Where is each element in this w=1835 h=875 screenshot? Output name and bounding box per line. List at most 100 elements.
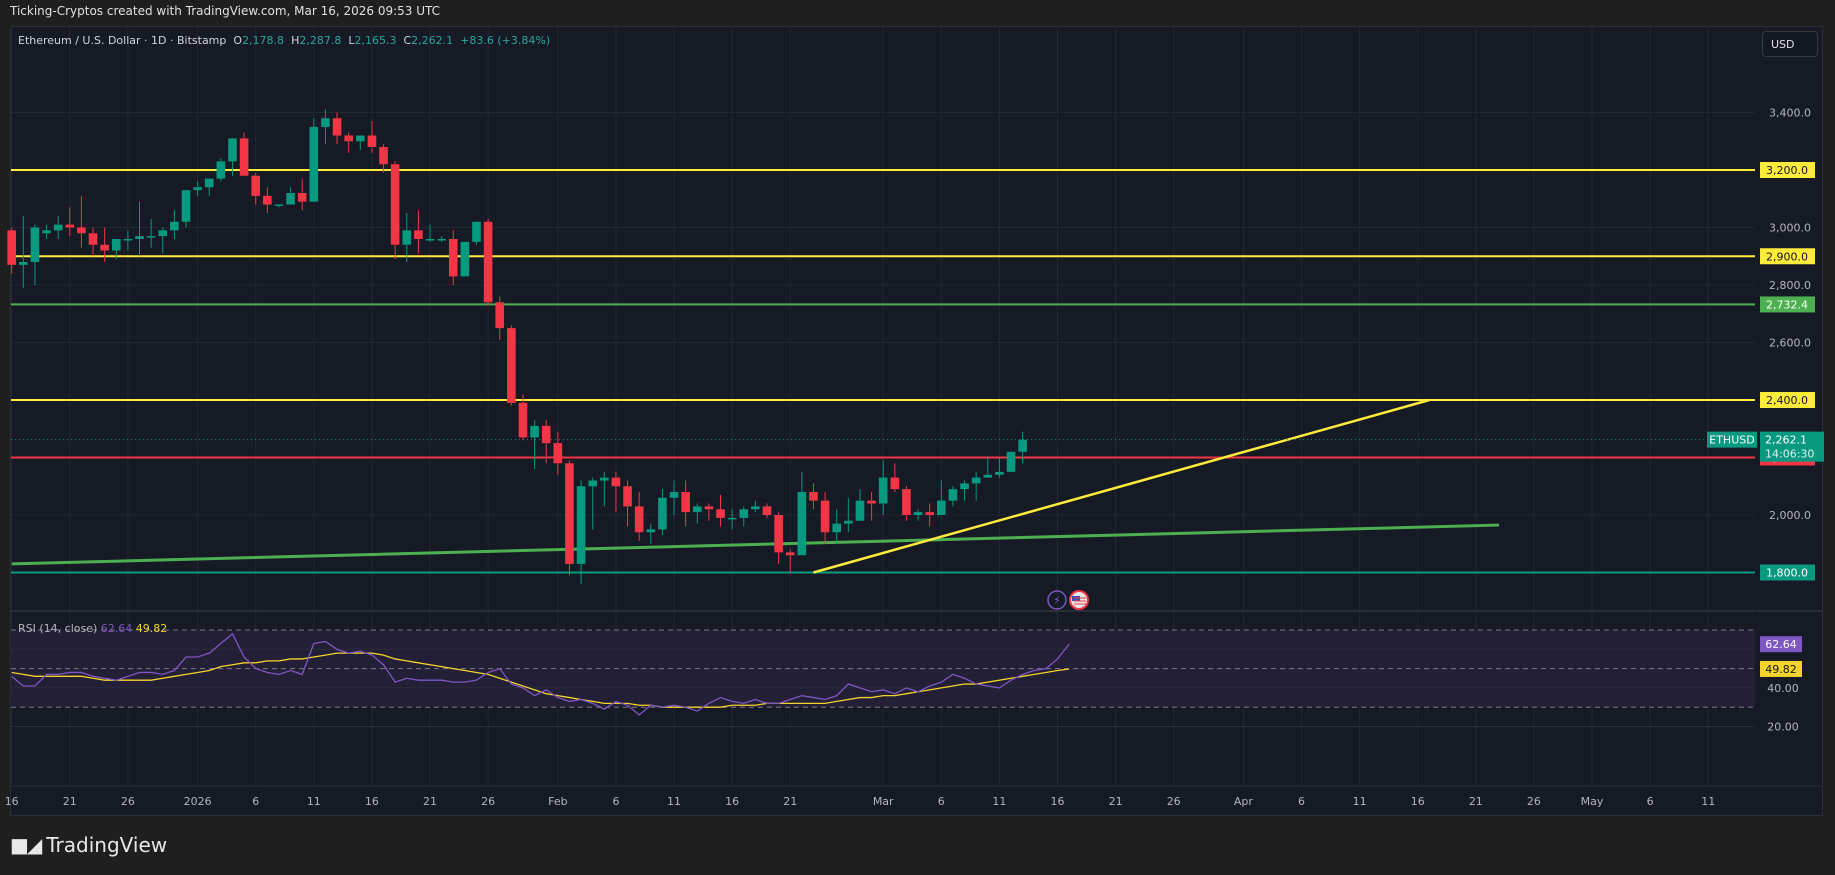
candle-body[interactable] [1006, 451, 1016, 472]
candle-body[interactable] [995, 471, 1004, 475]
candle-body[interactable] [495, 302, 505, 329]
price-label-badge [1760, 248, 1815, 265]
candle-body[interactable] [379, 147, 388, 165]
time-axis-tick: 21 [783, 795, 797, 808]
symbol-title[interactable]: Ethereum / U.S. Dollar · 1D · Bitstamp [18, 34, 227, 47]
candle-body[interactable] [472, 221, 481, 242]
candle-body[interactable] [890, 477, 900, 490]
candle-body[interactable] [321, 118, 330, 127]
candle-body[interactable] [727, 517, 737, 520]
candle-body[interactable] [646, 529, 656, 533]
candle-body[interactable] [820, 500, 830, 533]
candle-body[interactable] [1018, 439, 1027, 452]
candle-body[interactable] [507, 328, 516, 403]
candle-body[interactable] [983, 474, 993, 478]
candle-body[interactable] [530, 425, 539, 438]
candle-body[interactable] [135, 236, 144, 239]
candle-body[interactable] [971, 477, 981, 484]
candle-body[interactable] [669, 492, 679, 498]
candle-body[interactable] [263, 195, 272, 205]
candle-body[interactable] [948, 489, 958, 501]
candle-body[interactable] [111, 239, 121, 251]
candle-body[interactable] [356, 135, 365, 142]
currency-button[interactable]: USD [1762, 31, 1818, 57]
candle-body[interactable] [193, 187, 202, 191]
candle-body[interactable] [53, 224, 63, 231]
candle-body[interactable] [611, 477, 621, 487]
candle-body[interactable] [634, 506, 644, 533]
candle-body[interactable] [797, 492, 807, 556]
candle-body[interactable] [414, 230, 423, 239]
candle-body[interactable] [170, 221, 179, 231]
candle-body[interactable] [716, 509, 725, 518]
candle-body[interactable] [867, 500, 876, 504]
candle-body[interactable] [785, 552, 795, 556]
candle-body[interactable] [565, 463, 574, 564]
candle-body[interactable] [483, 221, 493, 303]
candle-body[interactable] [518, 402, 528, 438]
candle-body[interactable] [692, 506, 702, 513]
candle-body[interactable] [844, 520, 853, 524]
candle-body[interactable] [623, 486, 632, 507]
candle-body[interactable] [774, 515, 783, 553]
candle-body[interactable] [878, 477, 888, 504]
candle-body[interactable] [541, 425, 551, 444]
candle-body[interactable] [600, 477, 609, 481]
candle-body[interactable] [19, 262, 28, 265]
candle-body[interactable] [216, 161, 226, 179]
candle-body[interactable] [553, 443, 563, 464]
candle-body[interactable] [809, 492, 818, 501]
candle-body[interactable] [739, 509, 749, 518]
candle-body[interactable] [925, 512, 934, 515]
candle-body[interactable] [204, 178, 214, 188]
candle-body[interactable] [181, 190, 191, 222]
candle-body[interactable] [960, 483, 969, 490]
candle-body[interactable] [158, 230, 168, 237]
candle-body[interactable] [460, 241, 470, 277]
candle-body[interactable] [902, 489, 911, 515]
candle-body[interactable] [228, 138, 237, 162]
candle-body[interactable] [309, 126, 319, 202]
candle-body[interactable] [30, 227, 40, 263]
candle-body[interactable] [146, 236, 156, 238]
candle-body[interactable] [7, 230, 17, 265]
candle-body[interactable] [588, 480, 597, 487]
candle-body[interactable] [402, 230, 412, 245]
candle-body[interactable] [437, 239, 446, 241]
candle-body[interactable] [658, 497, 667, 530]
candle-body[interactable] [704, 506, 714, 510]
candle-body[interactable] [576, 486, 586, 564]
candle-body[interactable] [425, 239, 435, 241]
candle-body[interactable] [286, 193, 295, 205]
candle-body[interactable] [239, 138, 249, 176]
candle-body[interactable] [42, 230, 51, 234]
candle-body[interactable] [762, 506, 772, 515]
candle-body[interactable] [390, 164, 400, 245]
tradingview-logo[interactable]: ■◢ TradingView [10, 833, 167, 857]
candle-body[interactable] [297, 193, 307, 202]
candle-body[interactable] [344, 135, 353, 142]
candle-body[interactable] [937, 500, 946, 515]
candle-body[interactable] [913, 512, 923, 515]
candle-body[interactable] [77, 227, 86, 234]
candle-body[interactable] [123, 239, 133, 241]
lightning-event-icon[interactable] [1047, 590, 1067, 610]
candle-body[interactable] [251, 175, 261, 196]
candle-body[interactable] [88, 233, 98, 245]
candle-body[interactable] [332, 118, 342, 136]
candle-body[interactable] [100, 244, 109, 251]
candle-body[interactable] [832, 523, 842, 533]
candle-body[interactable] [448, 239, 458, 277]
rsi-line[interactable] [11, 632, 1070, 716]
trendline[interactable] [813, 398, 1430, 574]
candle-body[interactable] [751, 506, 760, 510]
candle-body[interactable] [681, 492, 690, 513]
rsi-title[interactable]: RSI (14, close) [18, 622, 98, 635]
candle-body[interactable] [274, 204, 284, 207]
candle-body[interactable] [367, 135, 377, 148]
candle-body[interactable] [65, 224, 75, 228]
candle-body[interactable] [855, 500, 865, 521]
rsi-ma-line[interactable] [11, 652, 1070, 708]
trendline[interactable] [11, 523, 1500, 566]
